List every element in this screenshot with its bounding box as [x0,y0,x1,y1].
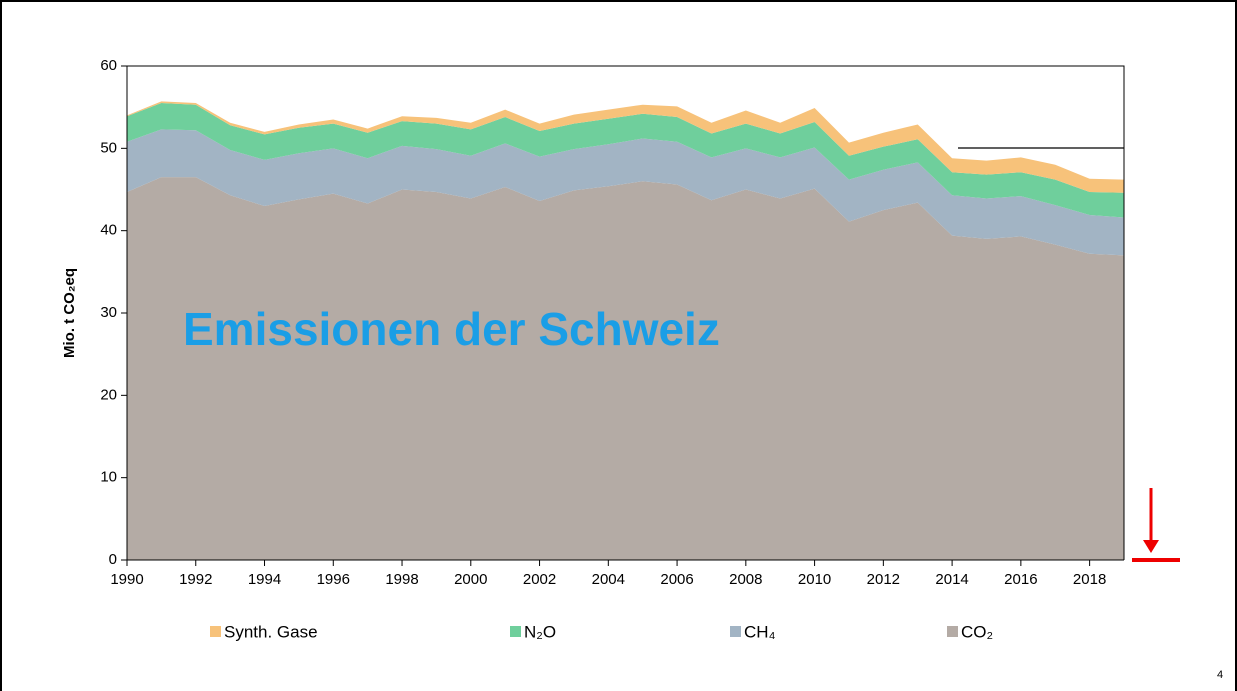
x-tick-label: 1994 [248,571,281,588]
x-tick-label: 2004 [592,571,625,588]
legend-swatch [210,626,221,637]
x-tick-label: 2016 [1004,571,1037,588]
x-tick-label: 2010 [798,571,831,588]
x-tick-label: 2014 [935,571,968,588]
y-tick-label: 0 [109,551,117,568]
legend-label: CH₄ [744,622,776,641]
y-tick-label: 50 [100,139,117,156]
plot: 0 10 20 30 40 50 60 1990 1992 1994 1996 1998 2000 200… [100,57,1125,641]
annotation: Emissionen der Schweiz [183,303,720,355]
red-arrow-head [1143,540,1159,553]
x-tick-label: 1996 [317,571,350,588]
x-tick-label: 2012 [867,571,900,588]
x-tick-label: 2006 [660,571,693,588]
legend-swatch [730,626,741,637]
area [127,177,1124,560]
y-tick-label: 30 [100,304,117,321]
y-tick-label: 60 [100,57,117,74]
legend-swatch [510,626,521,637]
x-tick-label: 2000 [454,571,487,588]
area [127,129,1124,256]
x-tick-label: 1990 [110,571,143,588]
y-axis-label: Mio. t CO₂eq [61,268,78,358]
x-tick-label: 1992 [179,571,212,588]
x-tick-label: 2018 [1073,571,1106,588]
x-tick-label: 2008 [729,571,762,588]
y-tick-label: 10 [100,469,117,486]
legend-swatch [947,626,958,637]
legend-label: Synth. Gase [224,622,318,641]
area [127,103,1124,218]
legend-label: N₂O [524,622,556,641]
y-tick-label: 20 [100,386,117,403]
x-tick-label: 1998 [385,571,418,588]
y-tick-label: 40 [100,222,117,239]
page-number: 4 [1217,669,1223,681]
x-tick-label: 2002 [523,571,556,588]
legend-label: CO₂ [961,622,993,641]
plot-border [127,65,1125,560]
